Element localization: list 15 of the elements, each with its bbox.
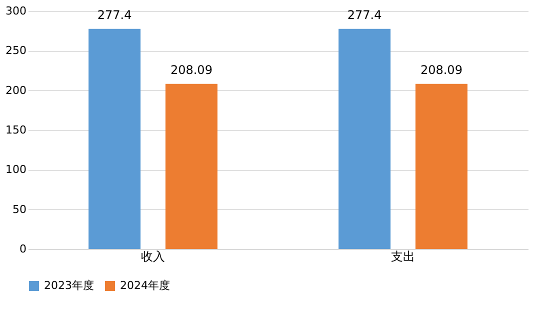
- y-tick-label: 50: [12, 202, 26, 216]
- data-label: 277.4: [97, 8, 132, 22]
- legend-label: 2023年度: [44, 279, 94, 292]
- y-tick-label: 150: [6, 124, 26, 136]
- data-label: 208.09: [170, 62, 212, 77]
- x-tick-label: 收入: [141, 250, 165, 264]
- x-tick-label: 支出: [391, 250, 415, 264]
- y-tick-label: 0: [20, 242, 26, 256]
- y-tick-label: 300: [6, 4, 26, 18]
- y-tick-label: 250: [6, 44, 26, 58]
- y-tick-label: 100: [6, 163, 26, 176]
- data-label: 277.4: [347, 8, 382, 22]
- legend-label: 2024年度: [120, 279, 170, 292]
- y-tick-label: 200: [6, 84, 26, 97]
- data-label: 208.09: [420, 62, 462, 77]
